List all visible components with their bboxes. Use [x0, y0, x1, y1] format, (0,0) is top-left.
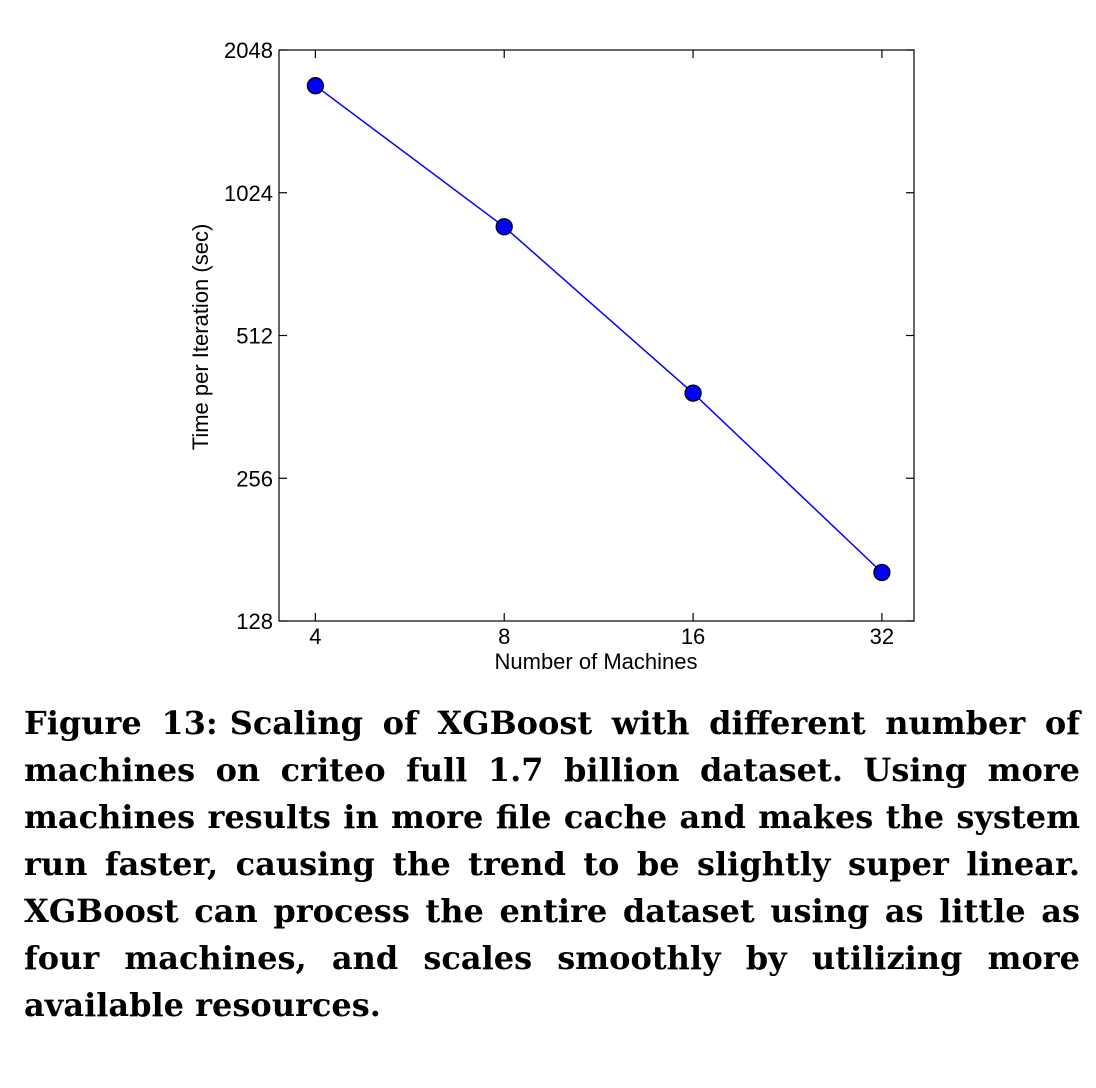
x-tick-label: 32 — [870, 624, 894, 649]
x-tick-label: 8 — [498, 624, 510, 649]
figure-label: Figure 13: — [24, 704, 218, 742]
y-tick-label: 512 — [236, 324, 273, 349]
line-chart: 4 8 16 32 128 256 512 1024 2048 Number of Machi… — [188, 38, 915, 674]
figure-caption: Figure 13: Scaling of XGBoost with differ… — [24, 700, 1080, 1029]
y-tick-labels: 128 256 512 1024 2048 — [224, 38, 273, 634]
y-tick-label: 256 — [236, 466, 273, 491]
axis-ticks — [279, 49, 914, 622]
x-axis-title: Number of Machines — [495, 649, 698, 674]
y-tick-label: 128 — [236, 609, 273, 634]
plot-frame — [278, 49, 915, 622]
data-point — [684, 384, 702, 402]
caption-text: Scaling of XGBoost with different number… — [24, 704, 1081, 1024]
data-points — [306, 77, 891, 582]
series-line — [314, 85, 883, 574]
x-tick-label: 16 — [681, 624, 705, 649]
y-axis-title: Time per Iteration (sec) — [188, 224, 213, 451]
x-tick-labels: 4 8 16 32 — [309, 624, 894, 649]
y-tick-label: 2048 — [224, 38, 273, 63]
data-point — [873, 563, 891, 582]
x-tick-label: 4 — [309, 624, 321, 649]
data-point — [495, 218, 513, 236]
data-point — [306, 77, 325, 95]
y-tick-label: 1024 — [224, 181, 273, 206]
